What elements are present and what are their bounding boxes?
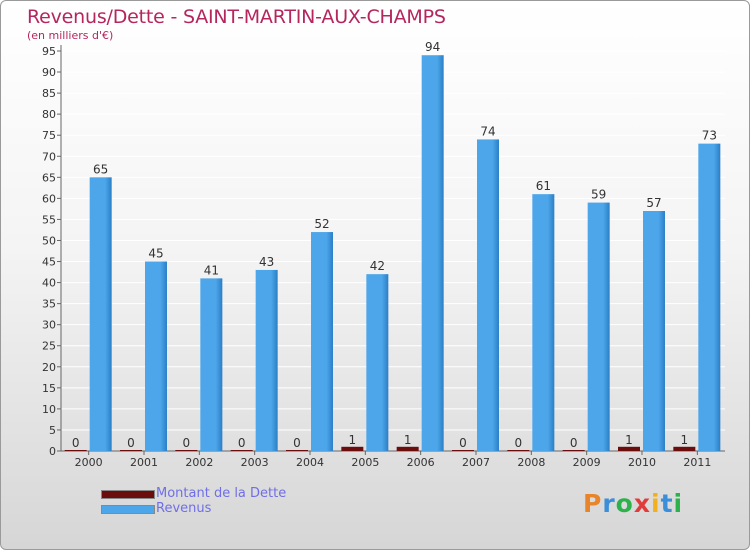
debt-bar <box>618 446 640 451</box>
debt-bar <box>507 450 530 451</box>
logo-letter: t <box>660 489 674 518</box>
debt-value-label: 0 <box>127 436 135 450</box>
revenue-value-label: 42 <box>370 259 385 273</box>
revenue-bar <box>421 55 444 452</box>
revenue-bar <box>145 261 167 451</box>
y-tick-label: 85 <box>42 87 56 100</box>
proxiti-logo: Proxiti <box>583 489 683 518</box>
y-tick-label: 35 <box>42 298 56 311</box>
revenue-bar <box>587 202 610 451</box>
revenue-value-label: 57 <box>646 196 661 210</box>
y-tick-label: 10 <box>42 403 56 416</box>
x-tick-label: 2009 <box>573 456 601 469</box>
debt-value-label: 0 <box>570 436 578 450</box>
revenue-value-label: 52 <box>314 217 329 231</box>
debt-bar <box>341 446 364 451</box>
debt-bar <box>120 450 142 451</box>
debt-value-label: 1 <box>404 433 412 447</box>
revenue-bar <box>200 278 223 451</box>
debt-bar <box>562 450 585 451</box>
y-tick-label: 5 <box>49 424 56 437</box>
debt-bar <box>64 450 87 451</box>
debt-value-label: 0 <box>238 436 246 450</box>
y-tick-label: 60 <box>42 192 56 205</box>
revenue-bar <box>366 274 389 451</box>
revenue-value-label: 45 <box>148 247 163 261</box>
revenue-bar <box>698 143 721 451</box>
debt-bar <box>452 450 474 451</box>
debt-value-label: 1 <box>625 433 633 447</box>
y-tick-label: 80 <box>42 108 56 121</box>
revenue-value-label: 94 <box>425 40 440 54</box>
x-tick-label: 2000 <box>75 456 103 469</box>
debt-value-label: 1 <box>349 433 357 447</box>
debt-value-label: 0 <box>515 436 523 450</box>
debt-bar <box>230 450 253 451</box>
revenue-value-label: 43 <box>259 255 274 269</box>
x-tick-label: 2003 <box>241 456 269 469</box>
debt-bar <box>396 446 419 451</box>
debt-bar <box>175 450 198 451</box>
y-tick-label: 40 <box>42 277 56 290</box>
y-tick-label: 70 <box>42 150 56 163</box>
logo-letter: o <box>615 489 634 518</box>
legend-label-debt: Montant de la Dette <box>156 486 287 501</box>
revenue-value-label: 65 <box>93 162 108 176</box>
x-tick-label: 2010 <box>628 456 656 469</box>
legend-label-revenue: Revenus <box>156 501 212 516</box>
x-tick-label: 2011 <box>683 456 711 469</box>
logo-letter: x <box>633 489 651 518</box>
revenue-value-label: 41 <box>204 263 219 277</box>
x-tick-label: 2004 <box>296 456 324 469</box>
logo-letter: i <box>673 489 684 518</box>
y-tick-label: 50 <box>42 234 56 247</box>
y-tick-label: 25 <box>42 340 56 353</box>
y-tick-label: 15 <box>42 382 56 395</box>
revenue-bar <box>643 211 665 451</box>
logo-letter: r <box>602 489 616 518</box>
x-tick-label: 2002 <box>185 456 213 469</box>
debt-value-label: 0 <box>72 436 80 450</box>
debt-bar <box>286 450 308 451</box>
debt-value-label: 0 <box>183 436 191 450</box>
revenue-value-label: 73 <box>702 129 717 143</box>
debt-value-label: 0 <box>459 436 467 450</box>
x-tick-label: 2008 <box>517 456 545 469</box>
y-tick-label: 45 <box>42 256 56 269</box>
legend-swatch-debt <box>101 490 155 499</box>
revenue-bar <box>89 177 112 451</box>
chart-title: Revenus/Dette - SAINT-MARTIN-AUX-CHAMPS <box>27 6 446 28</box>
x-tick-label: 2001 <box>130 456 158 469</box>
y-tick-label: 30 <box>42 319 56 332</box>
legend-swatch-revenue <box>101 505 155 514</box>
y-tick-label: 90 <box>42 66 56 79</box>
logo-letter: i <box>651 489 661 518</box>
y-tick-label: 65 <box>42 171 56 184</box>
x-tick-label: 2006 <box>407 456 435 469</box>
revenue-bar <box>532 194 555 451</box>
chart-subtitle: (en milliers d'€) <box>27 29 114 42</box>
revenue-bar <box>255 269 278 451</box>
revenue-bar <box>311 232 333 451</box>
debt-value-label: 0 <box>293 436 301 450</box>
x-tick-label: 2005 <box>351 456 379 469</box>
logo-letter: P <box>583 489 603 518</box>
debt-value-label: 1 <box>681 433 689 447</box>
debt-bar <box>673 446 696 451</box>
y-tick-label: 55 <box>42 213 56 226</box>
revenue-value-label: 59 <box>591 188 606 202</box>
y-tick-label: 20 <box>42 361 56 374</box>
y-tick-label: 75 <box>42 129 56 142</box>
y-tick-label: 95 <box>42 45 56 58</box>
revenue-bar <box>477 139 499 451</box>
y-tick-label: 0 <box>49 445 56 458</box>
x-tick-label: 2007 <box>462 456 490 469</box>
revenue-value-label: 74 <box>480 124 495 138</box>
revenue-value-label: 61 <box>536 179 551 193</box>
